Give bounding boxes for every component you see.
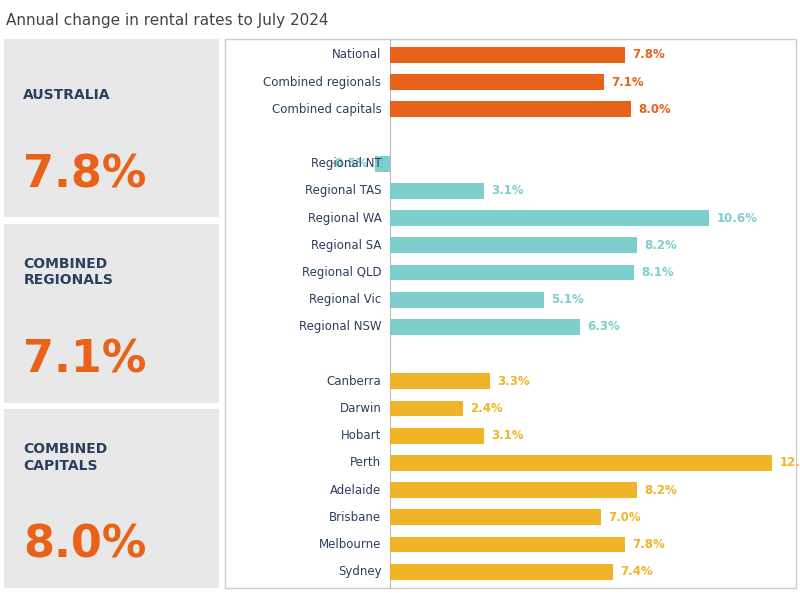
Text: 3.1%: 3.1% [491, 184, 524, 197]
Text: 7.1%: 7.1% [23, 339, 146, 381]
Text: 8.0%: 8.0% [23, 524, 146, 567]
Text: 7.8%: 7.8% [23, 153, 146, 196]
Text: COMBINED
REGIONALS: COMBINED REGIONALS [23, 257, 114, 287]
Bar [390, 183, 483, 199]
Text: 8.2%: 8.2% [644, 239, 677, 252]
Bar [390, 102, 630, 117]
Text: 8.0%: 8.0% [638, 103, 671, 116]
Text: Regional NSW: Regional NSW [299, 320, 382, 333]
Text: Annual change in rental rates to July 2024: Annual change in rental rates to July 20… [6, 13, 329, 28]
Text: 5.1%: 5.1% [551, 293, 584, 307]
Bar [390, 238, 637, 253]
Text: Regional TAS: Regional TAS [305, 184, 382, 197]
Text: -0.5%: -0.5% [330, 157, 368, 170]
Text: Melbourne: Melbourne [319, 538, 382, 551]
Text: 3.1%: 3.1% [491, 429, 524, 443]
Text: Regional WA: Regional WA [308, 211, 382, 225]
Text: Canberra: Canberra [326, 375, 382, 388]
Bar [390, 210, 709, 226]
Text: Brisbane: Brisbane [330, 511, 382, 524]
Text: 8.1%: 8.1% [642, 266, 674, 279]
Bar [390, 564, 613, 580]
Text: 7.8%: 7.8% [632, 538, 665, 551]
FancyBboxPatch shape [4, 409, 219, 588]
Text: Hobart: Hobart [341, 429, 382, 443]
Text: 7.0%: 7.0% [608, 511, 641, 524]
Bar [390, 455, 772, 471]
Text: COMBINED
CAPITALS: COMBINED CAPITALS [23, 443, 108, 473]
Text: Regional SA: Regional SA [311, 239, 382, 252]
Text: 7.4%: 7.4% [620, 565, 653, 578]
Bar [390, 536, 625, 552]
Bar [390, 47, 625, 63]
Bar [390, 482, 637, 498]
Bar [390, 292, 544, 308]
Text: Sydney: Sydney [338, 565, 382, 578]
Bar [390, 400, 462, 416]
Bar [390, 510, 601, 525]
Text: Combined regionals: Combined regionals [263, 75, 382, 89]
Text: Regional Vic: Regional Vic [310, 293, 382, 307]
Text: 3.3%: 3.3% [497, 375, 530, 388]
Text: 7.1%: 7.1% [611, 75, 644, 89]
Text: Regional NT: Regional NT [310, 157, 382, 170]
Text: Perth: Perth [350, 456, 382, 469]
Text: National: National [332, 49, 382, 61]
Bar [390, 428, 483, 444]
Text: Adelaide: Adelaide [330, 484, 382, 497]
Text: AUSTRALIA: AUSTRALIA [23, 88, 111, 102]
Bar [390, 374, 490, 389]
Text: 10.6%: 10.6% [716, 211, 758, 225]
Bar [390, 319, 580, 335]
Text: Darwin: Darwin [339, 402, 382, 415]
Text: Combined capitals: Combined capitals [272, 103, 382, 116]
Text: 7.8%: 7.8% [632, 49, 665, 61]
FancyBboxPatch shape [4, 224, 219, 403]
Text: 6.3%: 6.3% [587, 320, 620, 333]
Text: Regional QLD: Regional QLD [302, 266, 382, 279]
Text: 12.7%: 12.7% [779, 456, 800, 469]
Text: 2.4%: 2.4% [470, 402, 503, 415]
FancyBboxPatch shape [4, 39, 219, 217]
Bar [375, 156, 390, 172]
Text: 8.2%: 8.2% [644, 484, 677, 497]
Bar [390, 265, 634, 280]
Bar [390, 74, 604, 90]
